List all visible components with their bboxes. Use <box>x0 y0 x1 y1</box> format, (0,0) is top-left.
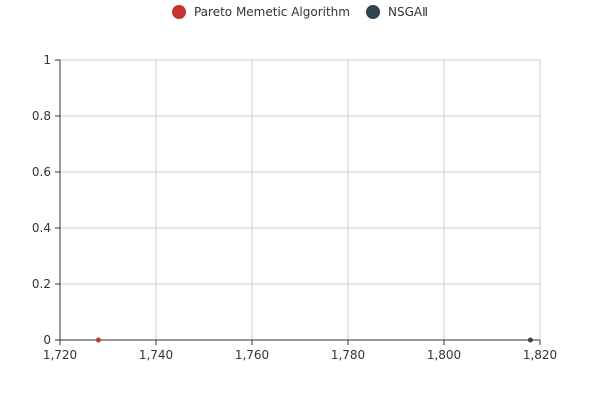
legend-marker-icon <box>171 5 186 19</box>
chart-legend: Pareto Memetic Algorithm NSGAⅡ <box>0 4 600 20</box>
y-tick-label: 0.4 <box>32 221 51 235</box>
x-tick-label: 1,780 <box>331 348 365 362</box>
tick-labels: 1,720 1,740 1,760 1,780 1,800 1,820 0 0.2 0.4 0.6… <box>32 53 557 362</box>
y-tick-label: 0.8 <box>32 109 51 123</box>
legend-label: Pareto Memetic Algorithm <box>193 5 350 19</box>
x-tick-label: 1,820 <box>523 348 557 362</box>
data-point-series-0 <box>95 337 101 343</box>
data-points <box>95 337 533 343</box>
x-tick-label: 1,740 <box>139 348 173 362</box>
legend-label: NSGAⅡ <box>387 5 428 19</box>
legend-item-pareto-memetic[interactable]: Pareto Memetic Algorithm <box>171 4 350 20</box>
x-tick-label: 1,720 <box>43 348 77 362</box>
axes <box>55 59 541 345</box>
y-tick-label: 0.6 <box>32 165 51 179</box>
y-tick-label: 0 <box>43 333 51 347</box>
grid-lines <box>60 59 541 340</box>
x-tick-label: 1,800 <box>427 348 461 362</box>
legend-marker-icon <box>365 5 380 19</box>
x-tick-label: 1,760 <box>235 348 269 362</box>
y-tick-label: 1 <box>43 53 51 67</box>
y-tick-label: 0.2 <box>32 277 51 291</box>
legend-item-nsga2[interactable]: NSGAⅡ <box>365 4 428 20</box>
data-point-series-1 <box>527 337 533 343</box>
